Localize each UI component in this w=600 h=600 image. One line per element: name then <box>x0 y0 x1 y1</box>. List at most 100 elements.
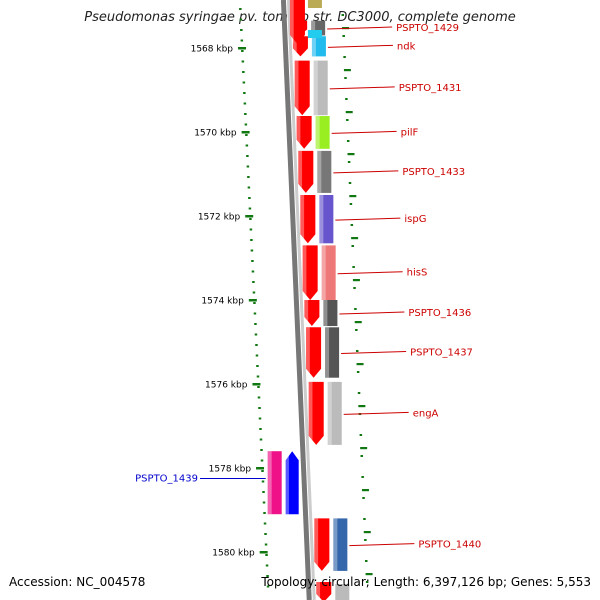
gene-arrow-pspto_1431-shape[interactable] <box>294 60 310 116</box>
scale-dot <box>250 249 254 252</box>
scale-dot <box>256 365 259 367</box>
scale-dot-right <box>359 434 363 436</box>
gene-label-pspto_1437[interactable]: PSPTO_1437 <box>410 348 473 359</box>
gene-label-pspto_1440[interactable]: PSPTO_1440 <box>418 540 481 551</box>
gene-arrow-enga[interactable] <box>308 381 324 445</box>
gene-block-enga[interactable] <box>327 381 342 445</box>
gene-label-pspto_1436[interactable]: PSPTO_1436 <box>408 308 471 319</box>
gene-block-pspto_1440[interactable] <box>333 518 348 571</box>
gene-block-pspto_1431[interactable] <box>313 60 328 116</box>
scale-dot-right <box>343 56 346 58</box>
gene-label-pspto_1431[interactable]: PSPTO_1431 <box>399 83 462 94</box>
scale-dot-right <box>351 245 354 247</box>
scale-dot-right <box>341 14 345 16</box>
scale-dot-right <box>348 182 352 184</box>
gene-label-ndk[interactable]: ndk <box>397 41 416 52</box>
gene-label-enga[interactable]: engA <box>413 408 439 419</box>
gene-arrow-pilf-shape[interactable] <box>296 116 312 149</box>
scale-dot-right <box>361 476 364 478</box>
scale-minor-tick-right <box>361 489 369 492</box>
gene-arrow-pilf[interactable] <box>296 116 312 149</box>
scale-dot-right <box>345 98 348 100</box>
gene-block-ndk[interactable] <box>311 36 326 57</box>
gene-arrow-pspto_1440-shape[interactable] <box>314 518 330 571</box>
scale-major-tick <box>241 131 250 134</box>
partial-gene-arrow-top[interactable] <box>289 0 305 44</box>
gene-label-ispg[interactable]: ispG <box>404 214 426 225</box>
gene-arrow-pspto_1436[interactable] <box>304 300 320 327</box>
scale-dot <box>253 312 257 315</box>
gene-arrow-hiss-highlight <box>302 245 307 300</box>
gene-arrow-pspto_1433-shape[interactable] <box>298 150 314 193</box>
gene-block-pspto_1439[interactable] <box>267 451 282 515</box>
gene-arrow-hiss[interactable] <box>302 245 318 300</box>
gene-arrow-ispg-shape[interactable] <box>300 195 316 244</box>
gene-label-pilf[interactable]: pilF <box>401 127 419 138</box>
scale-dot <box>245 144 249 147</box>
genome-summary-text: Topology: circular; Length: 6,397,126 bp… <box>261 575 591 589</box>
scale-dot <box>258 417 262 420</box>
gene-arrow-pspto_1439[interactable] <box>285 451 299 515</box>
gene-arrow-pspto_1437-shape[interactable] <box>306 327 322 378</box>
scale-dot <box>251 260 254 262</box>
scale-minor-tick-right <box>347 153 355 156</box>
gene-arrow-pspto_1439-highlight <box>285 451 289 515</box>
scale-dot <box>262 501 266 504</box>
gene-block-pspto_1436[interactable] <box>323 300 338 327</box>
gene-arrow-pspto_1437-highlight <box>306 327 310 378</box>
scale-dot <box>265 564 269 567</box>
gene-leader-line <box>343 411 409 415</box>
gene-leader-line <box>327 26 393 30</box>
gene-block-pspto_1437[interactable] <box>325 327 340 378</box>
gene-leader-line <box>337 271 403 275</box>
gene-block-highlight <box>311 36 316 57</box>
gene-arrow-pspto_1439-shape[interactable] <box>285 451 299 515</box>
scale-dot-right <box>347 161 351 163</box>
partial-gene-arrow-top-shape[interactable] <box>289 0 305 44</box>
gene-arrow-enga-shape[interactable] <box>308 381 324 445</box>
scale-dot <box>248 207 252 210</box>
gene-block-ispg[interactable] <box>319 195 334 244</box>
scale-dot <box>253 302 256 304</box>
scale-minor-tick-right <box>363 531 371 534</box>
partial-gene-block-bottom <box>335 584 350 600</box>
scale-dot <box>250 239 253 241</box>
gene-arrow-ispg[interactable] <box>300 195 316 244</box>
scale-dot-right <box>344 77 347 79</box>
gene-block-highlight <box>319 195 324 244</box>
partial-gene-arrow-bottom[interactable] <box>316 582 332 600</box>
gene-label-hiss[interactable]: hisS <box>407 268 428 279</box>
gene-block-pspto_1433[interactable] <box>317 150 332 193</box>
scale-dot <box>247 186 251 189</box>
scale-dot-right <box>362 497 365 499</box>
scale-dot-right <box>346 140 350 142</box>
gene-arrow-pspto_1433[interactable] <box>298 150 314 193</box>
scale-minor-tick-right <box>365 573 373 576</box>
scale-major-tick <box>256 467 265 470</box>
gene-arrow-hiss-shape[interactable] <box>302 245 318 300</box>
gene-block-highlight <box>327 381 332 445</box>
scale-dot <box>242 81 246 84</box>
gene-block-hiss[interactable] <box>321 245 336 300</box>
scale-minor-tick-right <box>354 321 362 324</box>
gene-leader-line <box>329 86 395 90</box>
gene-block-highlight <box>317 150 322 193</box>
scale-dot-right <box>346 119 349 121</box>
backbone-layer <box>280 0 316 600</box>
gene-arrow-pspto_1437[interactable] <box>306 327 322 378</box>
gene-arrow-pspto_1440[interactable] <box>314 518 330 571</box>
scale-dot <box>260 459 264 462</box>
gene-label-pspto_1429[interactable]: PSPTO_1429 <box>396 23 459 34</box>
gene-leader-line <box>349 543 415 547</box>
gene-arrow-pspto_1433-highlight <box>298 150 303 193</box>
gene-arrow-pspto_1431[interactable] <box>294 60 310 116</box>
gene-block-pilf[interactable] <box>315 116 330 149</box>
gene-label-pspto_1439[interactable]: PSPTO_1439 <box>135 474 198 485</box>
gene-block-highlight <box>267 451 272 515</box>
partial-gene-arrow-bottom-shape[interactable] <box>316 582 332 600</box>
scale-dot <box>264 533 267 535</box>
partial-gene-arrow-top-highlight <box>289 0 294 44</box>
gene-arrow-pspto_1436-shape[interactable] <box>304 300 320 327</box>
gene-label-pspto_1433[interactable]: PSPTO_1433 <box>402 167 465 178</box>
